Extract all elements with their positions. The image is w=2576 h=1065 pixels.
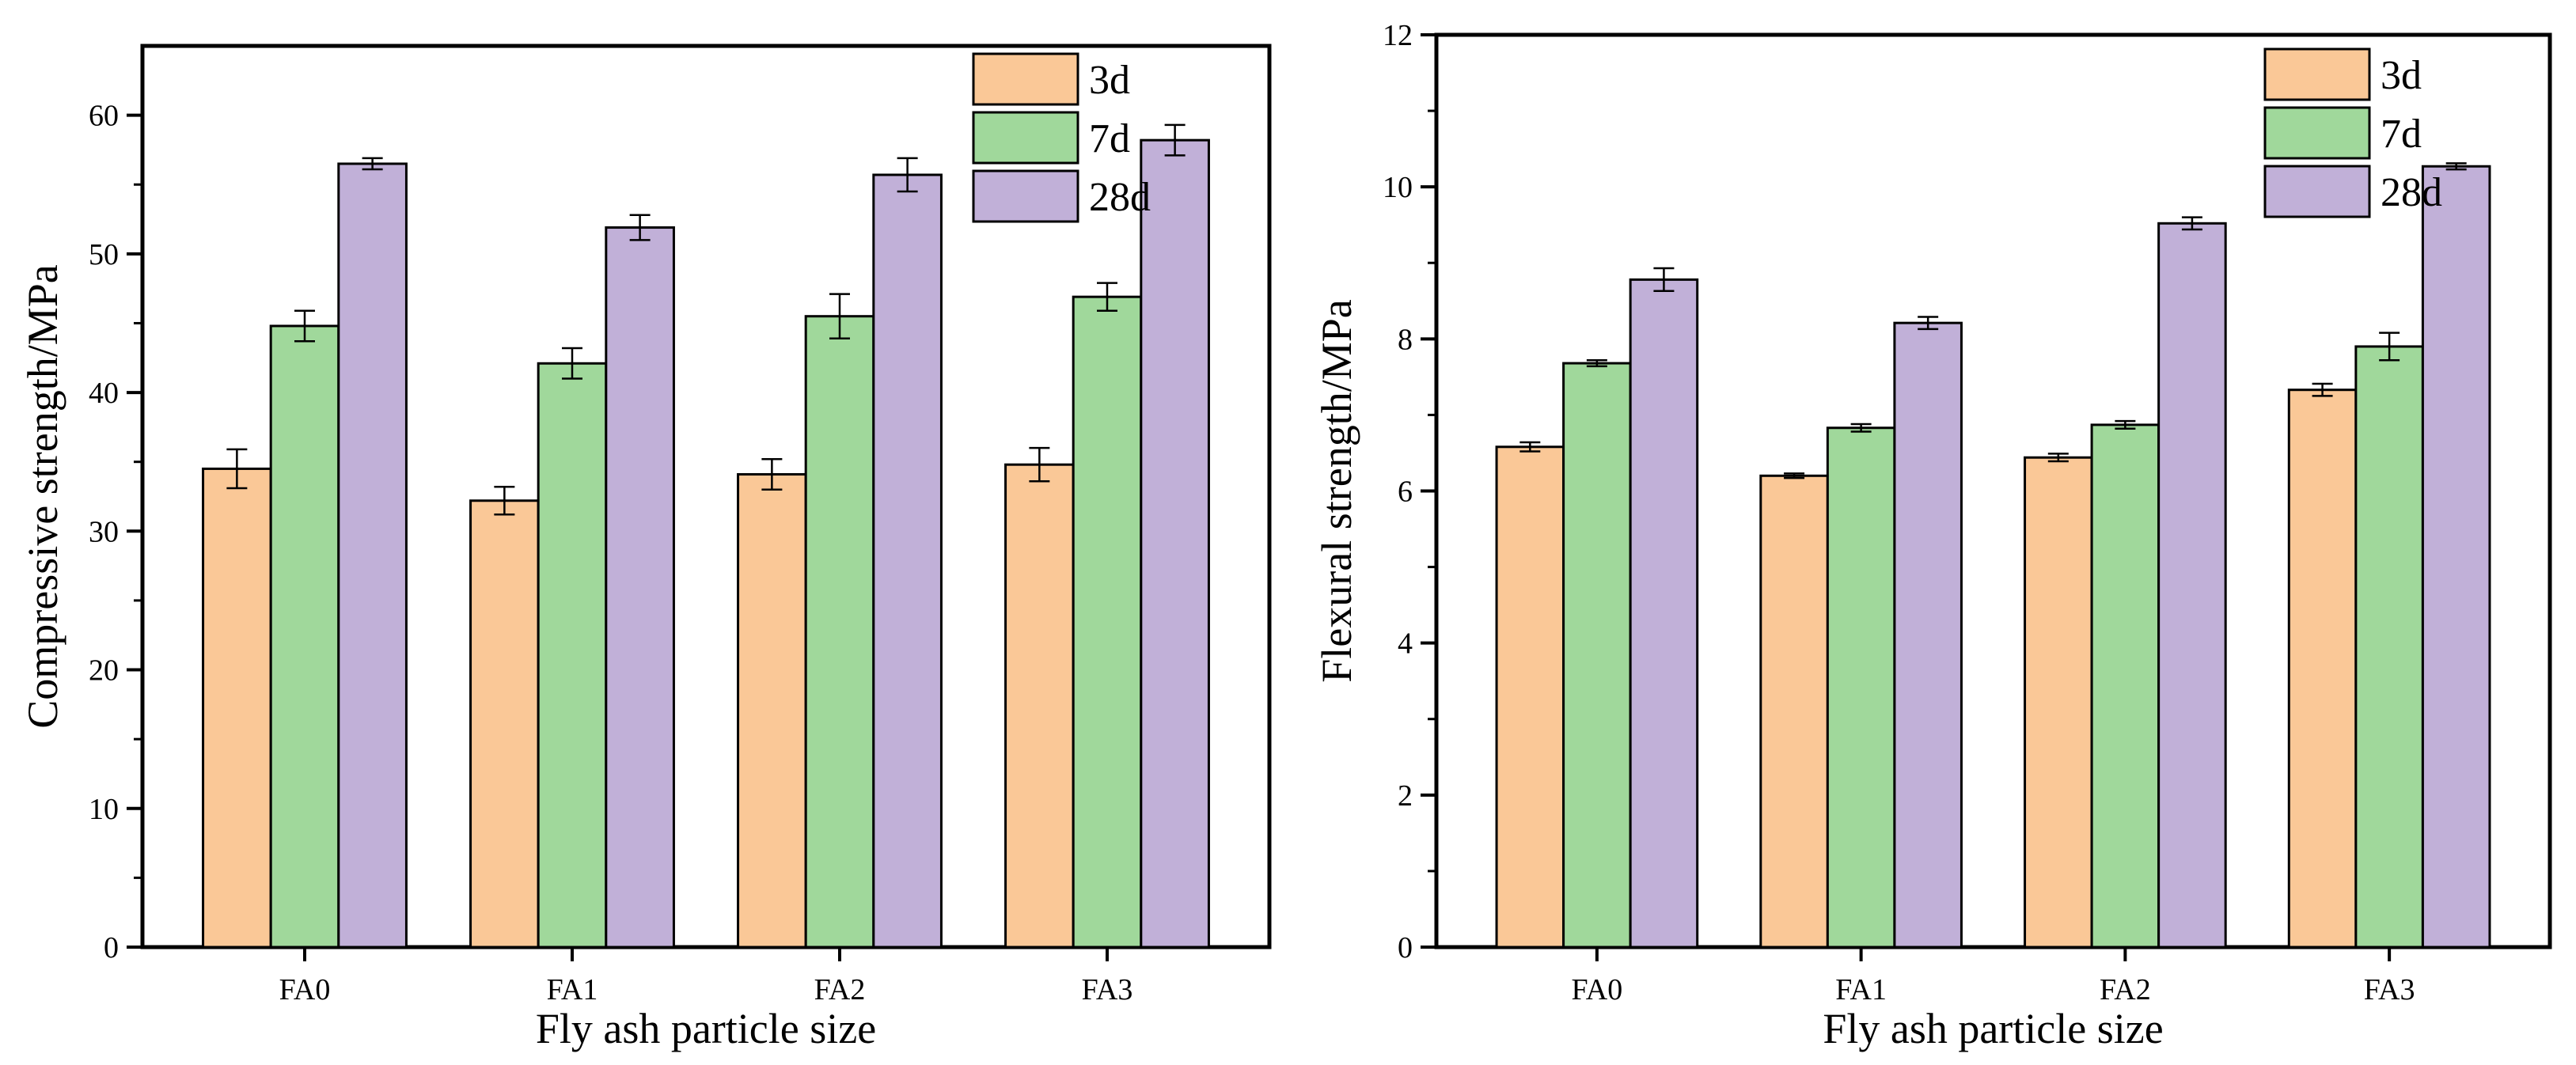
x-axis-title: Fly ash particle size	[536, 1005, 876, 1052]
y-tick-label: 0	[104, 931, 119, 965]
x-axis-title: Fly ash particle size	[1823, 1005, 2163, 1052]
y-tick-label: 8	[1398, 323, 1413, 356]
legend-swatch-28d	[972, 169, 1079, 223]
bar-28d-FA2	[872, 173, 943, 949]
legend-swatch-7d	[972, 111, 1079, 165]
bar-7d-FA1	[1826, 426, 1896, 949]
x-tick-label-FA1: FA1	[1835, 973, 1887, 1006]
bar-7d-FA2	[804, 315, 875, 949]
legend-label-3d: 3d	[1089, 58, 1130, 103]
legend-label-28d: 28d	[2381, 170, 2442, 215]
bar-28d-FA1	[605, 226, 675, 949]
x-tick-label-FA1: FA1	[547, 973, 598, 1006]
y-tick-label: 60	[89, 100, 119, 133]
y-tick-label: 30	[89, 515, 119, 548]
bar-28d-FA0	[1629, 278, 1699, 949]
y-tick-label: 4	[1398, 627, 1413, 661]
bar-3d-FA1	[1759, 474, 1829, 949]
bar-28d-FA3	[2421, 165, 2491, 949]
bar-7d-FA2	[2090, 423, 2161, 949]
flexural-strength-chart: 0 2 4 6 8 10 12 FA0 FA1 FA2 FA3 Fly ash particle si…	[1313, 19, 2552, 1052]
bar-28d-FA1	[1893, 321, 1963, 949]
bar-3d-FA3	[2287, 388, 2358, 949]
plot-frame	[140, 44, 1272, 949]
legend-label-3d: 3d	[2381, 53, 2422, 98]
y-tick-label: 10	[89, 793, 119, 826]
legend-swatch-3d	[972, 52, 1079, 106]
x-tick-label-FA3: FA3	[1082, 973, 1133, 1006]
bar-7d-FA3	[2354, 345, 2424, 949]
bar-7d-FA1	[537, 362, 608, 949]
y-tick-label: 20	[89, 654, 119, 688]
y-tick-label: 2	[1398, 779, 1413, 813]
legend-label-7d: 7d	[1089, 116, 1130, 161]
x-tick-label-FA2: FA2	[2100, 973, 2151, 1006]
legend-label-7d: 7d	[2381, 112, 2422, 157]
x-tick-label-FA0: FA0	[1571, 973, 1622, 1006]
y-tick-label: 40	[89, 377, 119, 410]
y-tick-label: 0	[1398, 931, 1413, 965]
bar-3d-FA0	[1495, 445, 1565, 949]
legend: 3d 7d 28d	[2263, 47, 2442, 218]
bar-3d-FA1	[469, 499, 540, 949]
y-axis-title: Flexural strength/MPa	[1313, 299, 1360, 682]
bar-3d-FA0	[202, 467, 272, 949]
bar-28d-FA3	[1140, 138, 1210, 949]
y-axis-title: Compressive strength/MPa	[19, 264, 66, 728]
compressive-strength-chart: 0 10 20 30 40 50 60 FA0 FA1 FA2 FA3 Fly ash particl…	[19, 44, 1272, 1052]
bar-7d-FA3	[1072, 295, 1143, 949]
bar-7d-FA0	[269, 324, 340, 949]
bar-28d-FA2	[2157, 222, 2227, 949]
bar-7d-FA0	[1562, 362, 1632, 949]
legend-label-28d: 28d	[1089, 175, 1151, 220]
x-tick-label-FA0: FA0	[279, 973, 331, 1006]
y-tick-label: 10	[1383, 171, 1413, 204]
legend: 3d 7d 28d	[972, 52, 1151, 223]
y-tick-label: 6	[1398, 476, 1413, 509]
x-tick-label-FA3: FA3	[2364, 973, 2415, 1006]
bar-3d-FA2	[737, 472, 807, 949]
y-tick-label: 12	[1383, 19, 1413, 52]
x-tick-label-FA2: FA2	[814, 973, 866, 1006]
bar-28d-FA0	[337, 162, 408, 949]
y-tick-label: 50	[89, 238, 119, 271]
bar-3d-FA2	[2024, 456, 2093, 949]
bar-3d-FA3	[1004, 463, 1075, 949]
legend-swatch-3d	[2263, 47, 2371, 101]
legend-swatch-7d	[2263, 106, 2371, 160]
legend-swatch-28d	[2263, 165, 2371, 218]
